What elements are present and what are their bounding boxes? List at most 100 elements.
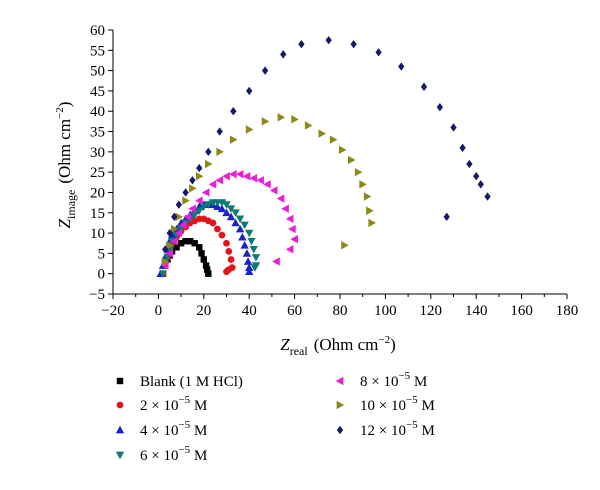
data-point xyxy=(170,224,179,234)
data-point xyxy=(240,241,249,249)
legend-label: 12 × 10−5 M xyxy=(360,419,435,439)
y-tick-label: 20 xyxy=(90,185,105,201)
data-point xyxy=(291,115,299,124)
legend-label: Blank (1 M HCl) xyxy=(140,374,243,390)
x-tick-label: 120 xyxy=(420,303,443,319)
data-point xyxy=(245,267,254,276)
data-point xyxy=(198,250,205,257)
axis-ticks: −20 0 20 40 60 80 100 120 140 160 180 −5 0 5 10 15 20 25 3… xyxy=(89,23,578,319)
series-6 xyxy=(162,35,491,254)
x-tick-label: 100 xyxy=(374,303,397,319)
y-tick-label: 10 xyxy=(90,226,105,242)
series-5 xyxy=(161,113,376,266)
data-point xyxy=(304,121,313,130)
data-point xyxy=(285,214,294,224)
data-point xyxy=(161,257,170,266)
series-4 xyxy=(161,169,298,270)
data-point xyxy=(166,228,173,238)
data-point xyxy=(165,249,174,258)
y-tick-label: 5 xyxy=(98,246,106,262)
y-tick-label: 30 xyxy=(90,145,105,161)
legend-marker xyxy=(115,451,125,460)
data-point xyxy=(250,264,260,272)
data-point xyxy=(269,186,278,195)
y-tick-label: 0 xyxy=(98,267,106,283)
data-point xyxy=(215,176,224,185)
data-point xyxy=(204,159,213,169)
data-markers xyxy=(156,35,491,278)
data-point xyxy=(204,266,211,273)
legend-item: 6 × 10−5 M xyxy=(115,444,207,464)
data-point xyxy=(216,147,224,157)
data-point xyxy=(229,169,237,179)
data-point xyxy=(177,240,185,247)
data-point xyxy=(222,172,230,181)
x-tick-label: 60 xyxy=(287,303,302,319)
data-point xyxy=(195,196,203,205)
data-point xyxy=(176,225,186,234)
legend-marker xyxy=(116,401,124,409)
data-point xyxy=(450,123,457,132)
data-point xyxy=(318,129,327,138)
data-point xyxy=(235,169,244,179)
y-tick-label: 25 xyxy=(90,165,105,181)
data-point xyxy=(183,212,192,222)
x-tick-label: −20 xyxy=(101,303,124,319)
data-point xyxy=(226,205,236,213)
legend: Blank (1 M HCl) 2 × 10−5 M 4 × 10−5 M 6 × 1… xyxy=(115,370,435,464)
x-tick-label: 140 xyxy=(465,303,488,319)
x-axis-title: Zreal (Ohm cm−2) xyxy=(280,334,396,358)
x-tick-label: 80 xyxy=(333,303,348,319)
data-point xyxy=(288,224,296,234)
data-point xyxy=(281,204,289,213)
data-point xyxy=(368,218,376,228)
data-point xyxy=(208,180,217,189)
data-point xyxy=(186,238,194,245)
data-point xyxy=(188,204,196,213)
x-tick-label: 180 xyxy=(556,303,579,319)
legend-item: 10 × 10−5 M xyxy=(336,394,435,414)
data-point xyxy=(263,180,271,189)
legend-item: 12 × 10−5 M xyxy=(336,419,435,439)
legend-item: 4 × 10−5 M xyxy=(115,419,207,439)
legend-label: 10 × 10−5 M xyxy=(360,394,435,414)
data-point xyxy=(366,206,374,215)
x-tick-label: 20 xyxy=(196,303,211,319)
data-point xyxy=(200,256,207,263)
y-tick-label: 55 xyxy=(90,43,105,59)
data-point xyxy=(190,211,199,219)
data-point xyxy=(247,237,256,246)
plot-area: −20 0 20 40 60 80 100 120 140 160 180 −5 0 5 10 15 20 25 3… xyxy=(89,23,578,319)
data-point xyxy=(246,86,253,96)
data-point xyxy=(204,201,213,209)
data-point xyxy=(223,239,230,247)
data-point xyxy=(290,234,298,244)
data-point xyxy=(182,188,189,197)
data-point xyxy=(338,145,347,155)
data-point xyxy=(175,212,184,222)
y-tick-label: 40 xyxy=(90,104,105,120)
legend-label: 6 × 10−5 M xyxy=(140,444,207,464)
data-point xyxy=(223,268,230,276)
data-point xyxy=(354,167,363,177)
y-tick-label: −5 xyxy=(89,287,105,303)
data-point xyxy=(420,82,428,92)
data-point xyxy=(205,147,212,157)
data-point xyxy=(205,270,212,277)
data-point xyxy=(227,256,235,263)
data-point xyxy=(240,221,249,230)
data-point xyxy=(375,48,382,57)
data-point xyxy=(214,225,221,233)
data-point xyxy=(179,220,187,230)
data-point xyxy=(222,201,231,209)
data-point xyxy=(473,172,480,181)
data-point xyxy=(182,238,189,245)
data-point xyxy=(226,212,236,221)
data-point xyxy=(251,254,261,262)
data-point xyxy=(436,102,444,112)
data-point xyxy=(242,249,252,257)
data-point xyxy=(170,237,178,246)
data-point xyxy=(235,215,245,224)
data-point xyxy=(329,135,338,144)
data-point xyxy=(231,209,240,217)
